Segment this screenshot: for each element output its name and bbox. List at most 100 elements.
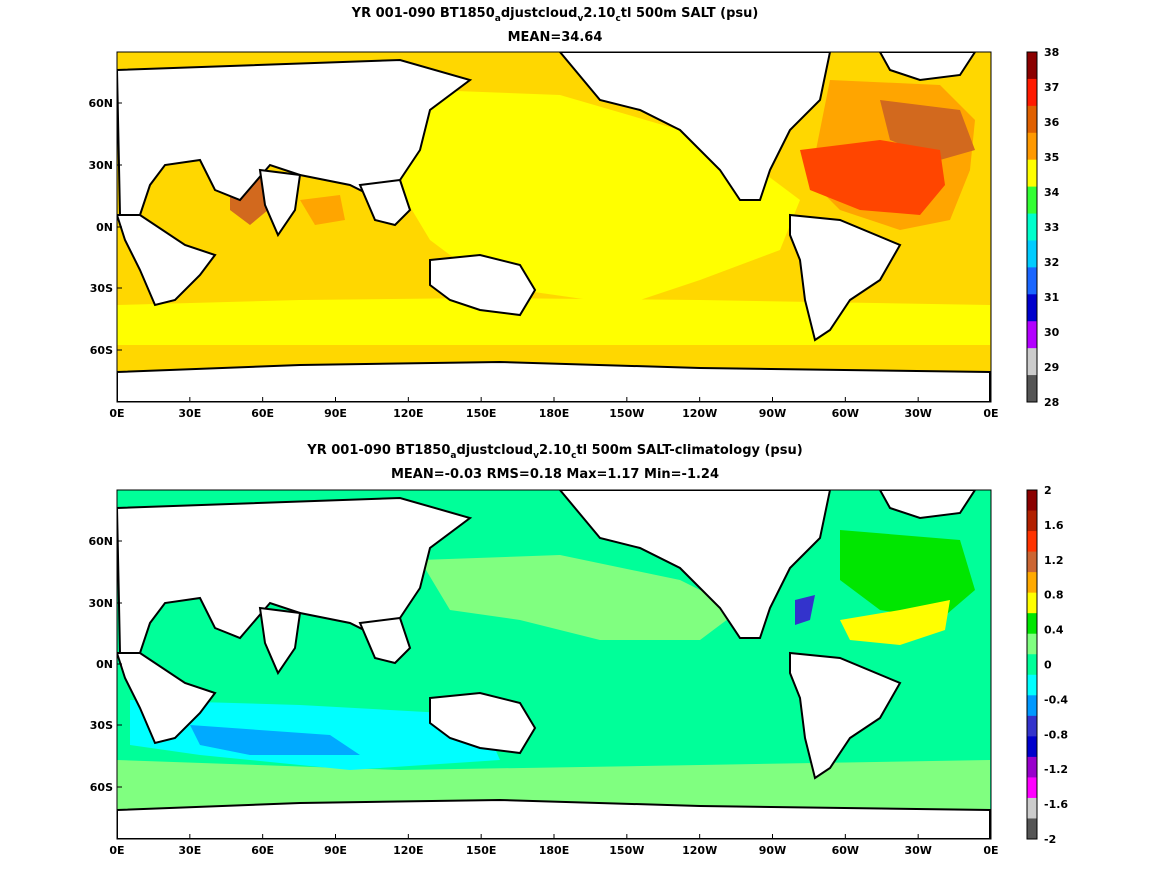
colorbar-segment (1027, 756, 1037, 778)
north-america (558, 52, 832, 201)
panel1-title-part: djustcloud (500, 6, 578, 21)
x-tick-label: 90E (324, 844, 347, 857)
x-tick-label: 150W (609, 844, 644, 857)
north-atlantic-yellow (840, 600, 950, 645)
se-asia (358, 616, 412, 665)
colorbar-segment (1027, 186, 1037, 215)
x-tick-label: 30W (904, 407, 931, 420)
south-america (789, 213, 902, 342)
x-tick-label: 30E (178, 844, 201, 857)
y-tick-label: 60S (90, 344, 113, 357)
colorbar-segment (1027, 375, 1037, 403)
panel1-title-part: tl 500m SALT (psu) (620, 6, 759, 21)
bay-bengal-orange (300, 195, 345, 225)
africa-south (117, 214, 217, 307)
australia (429, 253, 537, 317)
colorbar-segment (1027, 78, 1037, 107)
greenland (878, 490, 977, 520)
colorbar-layer: 38 37 36 35 34 33 32 31 30 29 28 2 1.6 1.2 0.8 0.4 0 -0.4… (1026, 46, 1068, 846)
colorbar-segment (1027, 159, 1037, 188)
colorbar-segment (1027, 777, 1037, 799)
panel2-title-sub: a (450, 451, 457, 461)
y-tick-label: 60S (90, 781, 113, 794)
y-tick-label: 60N (88, 97, 113, 110)
panel2-map (117, 490, 991, 839)
colorbar-segment (1027, 551, 1037, 573)
colorbar-label: 38 (1044, 46, 1059, 59)
colorbar-segment (1027, 348, 1037, 376)
panel1-title: YR 001-090 BT1850adjustcloudv2.10ctl 500… (0, 6, 1110, 27)
x-tick-label: 120E (393, 407, 423, 420)
panel2-title-part: djustcloud (456, 443, 534, 458)
x-tick-label: 30E (178, 407, 201, 420)
x-tick-label: 90W (759, 844, 786, 857)
india (258, 168, 302, 238)
light-green-regions (420, 555, 740, 640)
south-america (789, 651, 902, 780)
y-tick-label: 60N (88, 535, 113, 548)
panel1-title-sub: v (577, 14, 584, 24)
colorbar-segment (1027, 294, 1037, 322)
y-tick-label: 0N (96, 221, 113, 234)
colorbar-label: 33 (1044, 221, 1059, 234)
africa-eurasia (117, 58, 473, 216)
x-tick-label: 180E (539, 844, 569, 857)
atlantic-red-region (800, 140, 945, 215)
colorbar-label: -0.8 (1044, 728, 1068, 741)
continents (117, 52, 991, 402)
y-tick-label: 30N (88, 159, 113, 172)
x-tick-label: 0E (109, 844, 124, 857)
x-tick-label: 90E (324, 407, 347, 420)
x-tick-label: 60W (832, 407, 859, 420)
colorbar-label: -1.2 (1044, 763, 1068, 776)
colorbar-label: 31 (1044, 291, 1059, 304)
colorbar-label: -1.6 (1044, 798, 1068, 811)
panel2-title-sub: v (533, 451, 539, 461)
colorbar-segment (1027, 695, 1037, 717)
colorbar-segment (1027, 736, 1037, 758)
colorbar-label: 28 (1044, 396, 1059, 409)
colorbar-label: 0.8 (1044, 589, 1064, 602)
antarctica (117, 798, 991, 839)
panel2-title-part: tl 500m SALT-climatology (psu) (576, 443, 803, 458)
colorbar-segment (1027, 267, 1037, 295)
panel1-map (117, 52, 991, 402)
colorbar-segment (1027, 592, 1037, 614)
colorbar-segment (1027, 715, 1037, 737)
x-tick-label: 60W (832, 844, 859, 857)
colorbar-label: 32 (1044, 256, 1059, 269)
colorbar-label: 30 (1044, 326, 1060, 339)
colorbar-segment (1027, 797, 1037, 819)
x-tick-label: 120W (682, 844, 717, 857)
colorbar-segment (1027, 531, 1037, 553)
panel2-title-sub: c (571, 451, 577, 461)
colorbar-segment (1027, 510, 1037, 532)
colorbar-segment (1027, 52, 1037, 80)
north-atlantic-green (840, 530, 975, 620)
colorbar-segment (1027, 613, 1037, 635)
colorbar-label: 1.2 (1044, 554, 1064, 567)
panel2-title-part: 2.10 (538, 443, 572, 458)
y-tick-label: 30N (88, 597, 113, 610)
colorbar-segment (1027, 818, 1037, 840)
colorbar-label: -2 (1044, 833, 1056, 846)
colorbar-frame (1026, 51, 1038, 403)
x-tick-label: 120W (682, 407, 717, 420)
panel2-stats: MEAN=-0.03 RMS=0.18 Max=1.17 Min=-1.24 (390, 467, 720, 482)
colorbar-label: 36 (1044, 116, 1060, 129)
greenland (878, 52, 977, 82)
x-tick-label: 150E (466, 407, 496, 420)
axes-layer: 0E 30E 60E 90E 120E 150E 180E 150W 120W 90W 60W 30W… (88, 97, 998, 857)
colorbar-segment (1027, 654, 1037, 676)
continents (117, 490, 991, 839)
colorbar-label: 29 (1044, 361, 1059, 374)
colorbar-segment (1027, 240, 1037, 268)
panel1-title-part: YR 001-090 BT1850 (351, 6, 495, 21)
x-tick-label: 90W (759, 407, 786, 420)
panel2-title: YR 001-090 BT1850adjustcloudv2.10ctl 500… (0, 443, 1110, 464)
colorbar-label: -0.4 (1044, 693, 1068, 706)
x-tick-label: 180E (539, 407, 569, 420)
y-tick-label: 30S (90, 719, 113, 732)
x-tick-label: 30W (904, 844, 931, 857)
